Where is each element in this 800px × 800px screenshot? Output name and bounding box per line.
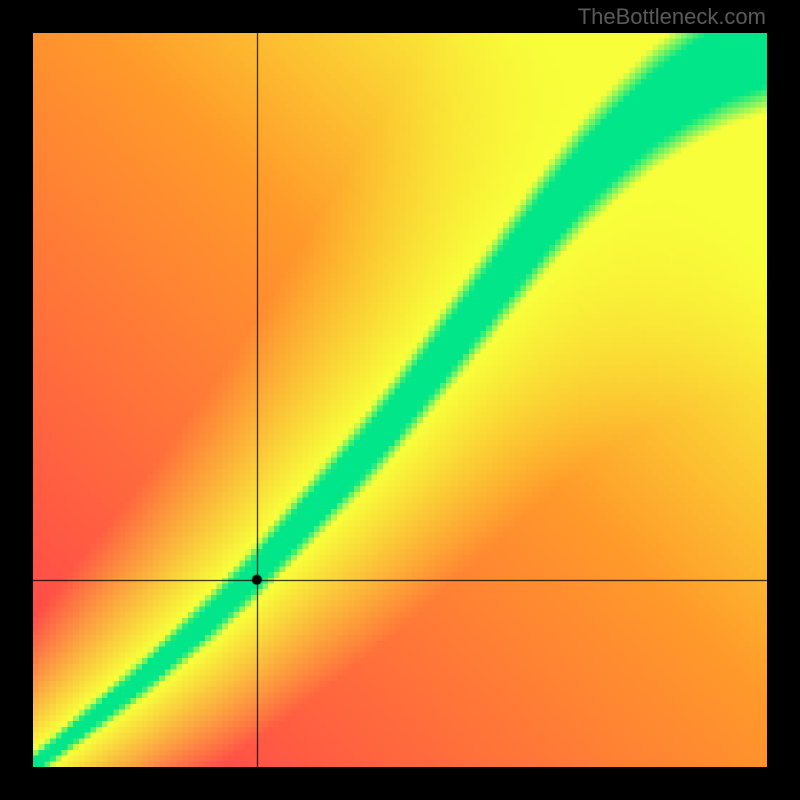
chart-container: TheBottleneck.com (0, 0, 800, 800)
overlay-canvas (0, 0, 800, 800)
watermark-label: TheBottleneck.com (578, 4, 766, 30)
